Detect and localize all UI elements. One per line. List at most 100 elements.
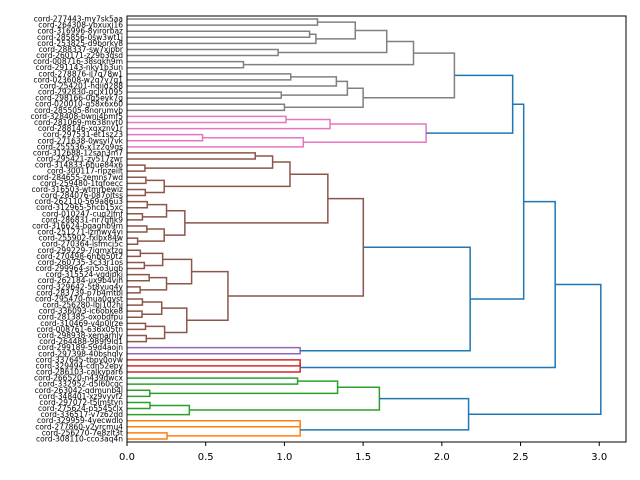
leaf-label: cord-314833-6hue84x6 xyxy=(35,161,123,170)
dendrogram-link xyxy=(127,432,168,440)
leaf-label: cord-285856-0sw3wt1j xyxy=(37,33,123,42)
leaf-label: cord-328408-bwnj4bmf5 xyxy=(31,112,124,121)
dendrogram-link xyxy=(303,123,427,144)
dendrogram-link xyxy=(243,40,415,66)
dendrogram-link xyxy=(363,52,456,99)
leaf-label: cord-260171-z29b3dsd xyxy=(36,51,123,60)
dendrogram-link xyxy=(127,118,331,130)
dendrogram-link xyxy=(127,48,279,57)
dendrogram-link xyxy=(164,209,186,236)
dendrogram-link xyxy=(162,258,193,285)
leaf-label: cord-277443-my7sk5aa xyxy=(34,15,123,24)
leaf-label: cord-271638-0wsyl7vk xyxy=(38,136,124,145)
leaf-label: cord-316624-bqaghb9m xyxy=(32,221,123,230)
leaf-label: cord-270498-6hbb50t2 xyxy=(36,252,123,261)
dendrogram-link xyxy=(127,115,287,124)
leaf-label: cord-315524-vgdipkj xyxy=(46,270,124,279)
leaf-label: cord-251271-lzmwy4yi xyxy=(37,228,123,237)
dendrogram-link xyxy=(284,87,364,109)
leaf-label: cord-284655-zemns7wd xyxy=(32,173,123,182)
x-tick-label: 3.0 xyxy=(591,452,607,463)
dendrogram-link xyxy=(127,237,139,245)
dendrogram-link xyxy=(127,389,151,398)
leaf-label: cord-270364-lsfmcj5c xyxy=(41,240,123,249)
leaf-label: cord-299189-59d4aojn xyxy=(37,343,123,352)
dendrogram-link xyxy=(145,325,166,340)
dendrogram-link xyxy=(127,164,146,172)
plot-frame xyxy=(126,15,627,443)
leaf-label: cord-295470-mua0qvst xyxy=(35,294,123,303)
leaf-label: cord-297398-40bshqly xyxy=(38,349,123,358)
leaf-label: cord-299964-sn5o3ugb xyxy=(35,264,123,273)
leaf-label: cord-256280-lbj102hj xyxy=(42,301,123,310)
dendrogram-link xyxy=(127,60,245,69)
dendrogram-link xyxy=(144,155,274,169)
leaf-labels: cord-277443-my7sk5aacord-264308-ybxuxj16… xyxy=(31,15,124,444)
leaf-label: cord-283739-p7b4mtbl xyxy=(36,288,123,297)
x-tick-label: 0.5 xyxy=(198,452,214,463)
leaf-label: cord-277860-v2yrcmu4 xyxy=(35,422,123,431)
dendrogram-link xyxy=(127,30,311,39)
leaf-label: cord-285505-8norumvb xyxy=(34,106,123,115)
dendrogram-link xyxy=(127,33,317,45)
dendrogram-link xyxy=(127,225,148,233)
dendrogram-link xyxy=(127,334,148,343)
x-axis: 0.0 0.5 1.0 1.5 2.0 2.5 3.0 xyxy=(119,442,607,463)
leaf-label: cord-266520-n439dwcx xyxy=(34,374,124,383)
leaf-label: cord-300117-rlpzeilt xyxy=(47,167,123,176)
dendrogram-link xyxy=(127,419,301,428)
dendrogram-link xyxy=(145,179,165,194)
dendrogram-link xyxy=(127,346,301,355)
leaf-label: cord-336093-ic6obke8 xyxy=(39,307,123,316)
dendrogram-link xyxy=(161,307,188,334)
leaf-label: cord-295421-zy517zwr xyxy=(37,155,124,164)
leaf-label: cord-254201-hqijd288 xyxy=(40,81,123,90)
dendrogram-link xyxy=(127,377,299,385)
leaf-label: cord-297531-et1sz23 xyxy=(43,130,123,139)
dendrogram-link xyxy=(127,298,144,306)
leaf-label: cord-298938-xemarhly xyxy=(38,331,124,340)
dendrogram-link xyxy=(127,286,141,294)
leaf-label: cord-264308-ybxuxj16 xyxy=(38,21,123,30)
leaf-label: cord-260735-3c33r1os xyxy=(38,258,123,267)
dendrogram-link xyxy=(127,401,151,410)
dendrogram-link xyxy=(149,380,339,395)
dendrogram-link xyxy=(189,386,381,411)
leaf-label: cord-288146-xqxznv1r xyxy=(38,124,124,133)
leaf-label: cord-281069-m638nyt0 xyxy=(34,118,123,127)
leaf-label: cord-255902-fxlbx84w xyxy=(38,234,123,243)
dendrogram-link xyxy=(127,249,142,258)
leaf-label: cord-286103-calkypar6 xyxy=(36,368,123,377)
leaf-label: cord-284076-087oltss xyxy=(41,191,123,200)
x-tick-label: 1.5 xyxy=(355,452,371,463)
leaf-label: cord-275624-p5545clx xyxy=(38,404,124,413)
dendrogram-link xyxy=(127,261,146,270)
leaf-label: cord-286831-nr7qfik9 xyxy=(41,215,123,224)
dendrogram-link xyxy=(142,301,163,315)
leaf-label: cord-298166-0q5evk7g xyxy=(35,94,123,103)
dendrogram-link xyxy=(127,176,147,185)
dendrogram-link xyxy=(426,74,514,134)
dendrogram-link xyxy=(300,200,556,369)
leaf-label: cord-281385-oxobdfpu xyxy=(38,313,124,322)
dendrogram-link xyxy=(140,276,168,291)
dendrogram-link xyxy=(127,91,283,99)
dendrogram-link xyxy=(300,246,471,352)
leaf-label: cord-264488-989f9ld1 xyxy=(39,337,123,346)
dendrogram-link xyxy=(127,322,147,331)
leaf-label: cord-010247-cuq2lfnf xyxy=(42,209,123,218)
leaf-label: cord-308110-cco3aq4n xyxy=(36,434,123,443)
leaf-label: cord-348401-xz9vyvf2 xyxy=(39,392,124,401)
leaf-label: cord-008716-38sqkh9m xyxy=(33,57,123,66)
leaf-label: cord-332952-d5l60cgc xyxy=(38,380,123,389)
leaf-label: cord-259480-1tqfoecc xyxy=(40,179,123,188)
dendrogram-link xyxy=(127,18,319,26)
leaf-label: cord-337645-tbpy0oyw xyxy=(36,355,123,364)
leaf-label: cord-336517-v7z62dd xyxy=(41,410,124,419)
dendrogram-link xyxy=(470,103,525,300)
dendrogram-link xyxy=(127,188,147,197)
dendrogram-link xyxy=(127,103,286,112)
dendrogram-link xyxy=(127,133,204,142)
dendrogram-link xyxy=(127,76,338,87)
